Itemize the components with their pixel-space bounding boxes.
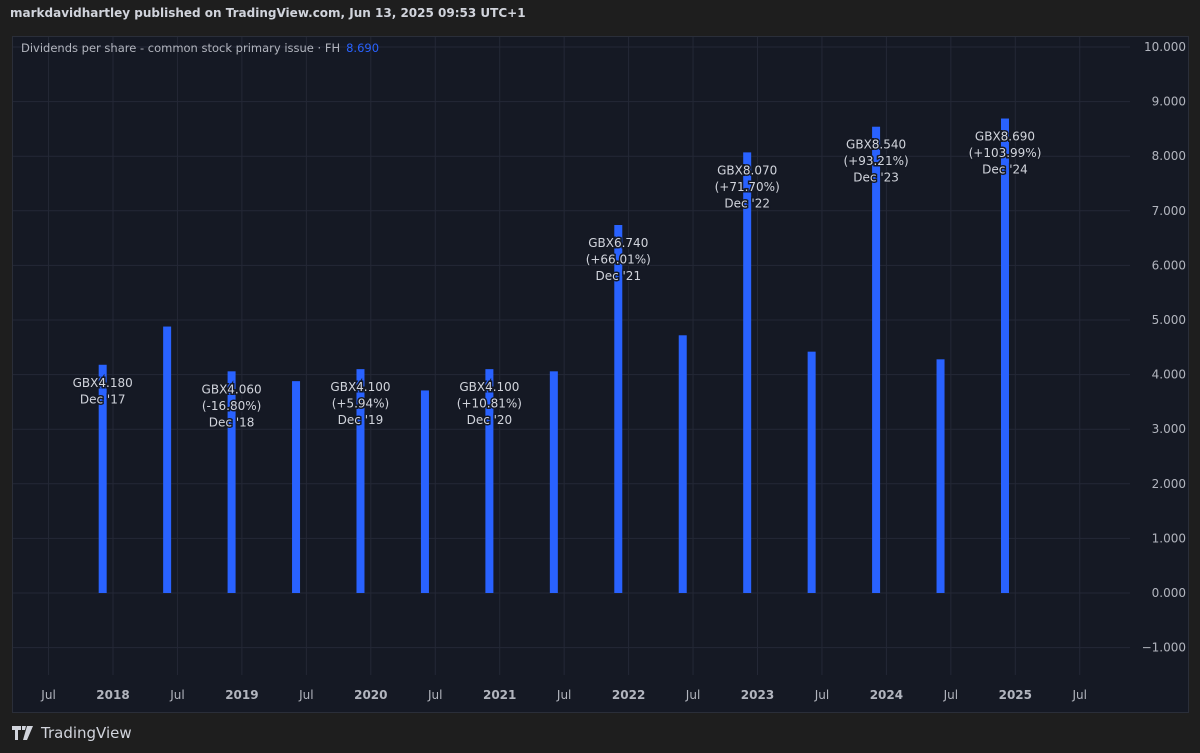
x-tick-label: 2020 (354, 688, 387, 702)
x-tick-label: Jul (685, 688, 700, 702)
bar-annotation: GBX4.100 (+5.94%) Dec '19 (329, 379, 392, 429)
annotation-line: GBX4.180 (73, 376, 133, 390)
dividend-bar[interactable] (936, 359, 945, 593)
dividend-bar[interactable] (485, 369, 494, 593)
y-tick-label: 10.000 (1144, 40, 1186, 54)
annotation-line: Dec '19 (338, 413, 384, 427)
dividend-bar[interactable] (1000, 118, 1009, 593)
dividend-bar[interactable] (292, 381, 301, 593)
annotation-line: Dec '18 (209, 415, 255, 429)
dividend-bar[interactable] (163, 326, 172, 593)
bar-annotation: GBX4.100 (+10.81%) Dec '20 (455, 379, 523, 429)
annotation-line: (+93.21%) (843, 154, 908, 168)
dividend-bar[interactable] (872, 126, 881, 593)
annotation-line: Dec '22 (724, 196, 770, 210)
annotation-line: Dec '17 (80, 392, 126, 406)
annotation-line: (-16.80%) (202, 399, 261, 413)
bar-annotation: GBX4.060 (-16.80%) Dec '18 (200, 381, 263, 431)
bar-annotation: GBX4.180 Dec '17 (71, 374, 134, 408)
dividend-bar[interactable] (743, 152, 752, 594)
x-tick-label: 2022 (612, 688, 645, 702)
annotation-line: GBX8.540 (846, 138, 906, 152)
y-tick-label: 3.000 (1152, 422, 1186, 436)
dividend-bar[interactable] (420, 390, 429, 593)
tradingview-logo[interactable]: TradingView (12, 724, 132, 742)
dividend-bar[interactable] (356, 369, 365, 593)
annotation-line: GBX4.100 (459, 380, 519, 394)
x-tick-label: 2021 (483, 688, 516, 702)
legend-value: 8.690 (346, 41, 380, 55)
legend-label: Dividends per share - common stock prima… (21, 41, 341, 55)
annotation-line: Dec '20 (467, 413, 513, 427)
bar-annotation: GBX8.070 (+71.70%) Dec '22 (713, 162, 781, 212)
annotation-line: Dec '23 (853, 171, 899, 185)
annotation-line: (+10.81%) (457, 397, 522, 411)
bar-annotation: GBX8.690 (+103.99%) Dec '24 (967, 128, 1043, 178)
y-tick-label: 8.000 (1152, 149, 1186, 163)
x-tick-label: Jul (1072, 688, 1087, 702)
dividend-bar[interactable] (678, 335, 687, 593)
dividend-bar[interactable] (98, 364, 107, 593)
x-tick-label: Jul (169, 688, 184, 702)
bar-annotation: GBX8.540 (+93.21%) Dec '23 (842, 136, 910, 186)
y-tick-label: 2.000 (1152, 477, 1186, 491)
y-tick-label: 6.000 (1152, 258, 1186, 272)
tradingview-logo-icon (12, 726, 33, 740)
dividend-bar[interactable] (227, 371, 236, 593)
x-tick-label: Jul (427, 688, 442, 702)
x-tick-label: Jul (814, 688, 829, 702)
dividend-bar[interactable] (807, 351, 816, 593)
x-tick-label: Jul (556, 688, 571, 702)
annotation-line: Dec '21 (595, 269, 641, 283)
dividend-bar[interactable] (549, 371, 558, 593)
x-tick-label: Jul (943, 688, 958, 702)
annotation-line: GBX6.740 (588, 236, 648, 250)
annotation-line: GBX4.100 (330, 380, 390, 394)
x-tick-label: 2018 (96, 688, 129, 702)
annotation-line: (+66.01%) (586, 252, 651, 266)
x-tick-label: Jul (40, 688, 55, 702)
bar-annotation: GBX6.740 (+66.01%) Dec '21 (584, 234, 652, 284)
x-tick-label: 2024 (870, 688, 903, 702)
annotation-line: Dec '24 (982, 163, 1028, 177)
y-tick-label: −1.000 (1142, 641, 1186, 655)
annotation-line: (+71.70%) (715, 180, 780, 194)
annotation-line: GBX8.690 (975, 130, 1035, 144)
annotation-line: GBX4.060 (202, 382, 262, 396)
brand-name: TradingView (41, 724, 132, 742)
publish-header: markdavidhartley published on TradingVie… (10, 6, 526, 20)
y-tick-label: 5.000 (1152, 313, 1186, 327)
x-tick-label: Jul (298, 688, 313, 702)
y-tick-label: 1.000 (1152, 531, 1186, 545)
x-tick-label: 2025 (999, 688, 1032, 702)
y-tick-label: 0.000 (1152, 586, 1186, 600)
annotation-line: (+103.99%) (969, 146, 1042, 160)
annotation-line: (+5.94%) (332, 397, 390, 411)
dividend-bar[interactable] (614, 224, 623, 593)
y-tick-label: 7.000 (1152, 204, 1186, 218)
x-tick-label: 2019 (225, 688, 258, 702)
x-tick-label: 2023 (741, 688, 774, 702)
annotation-line: GBX8.070 (717, 163, 777, 177)
y-tick-label: 4.000 (1152, 368, 1186, 382)
y-tick-label: 9.000 (1152, 95, 1186, 109)
series-legend[interactable]: Dividends per share - common stock prima… (21, 41, 379, 55)
